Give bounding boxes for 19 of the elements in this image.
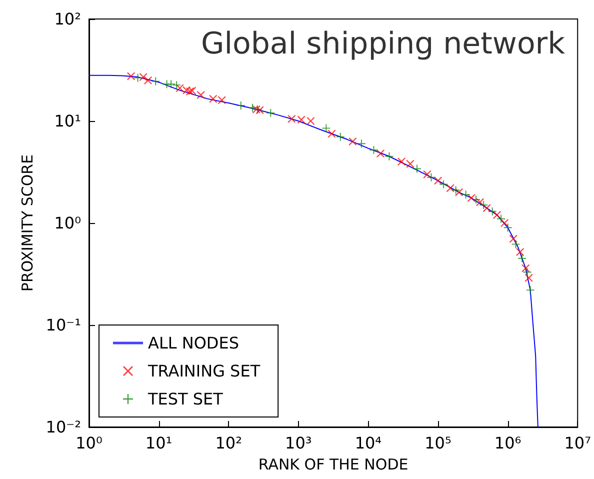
x-axis-title: RANK OF THE NODE — [258, 456, 408, 474]
legend-label: TEST SET — [147, 390, 224, 408]
x-tick-label: 10⁶ — [494, 434, 522, 452]
y-tick-label: 10⁻² — [46, 418, 81, 436]
y-tick-label: 10² — [54, 10, 81, 28]
chart-title: Global shipping network — [200, 26, 566, 62]
x-tick-label: 10² — [215, 434, 242, 452]
legend-label: TRAINING SET — [147, 362, 260, 380]
x-tick-label: 10⁵ — [424, 434, 452, 452]
x-tick-label: 10⁰ — [76, 434, 102, 452]
y-tick-label: 10⁻¹ — [46, 316, 81, 334]
x-tick-label: 10¹ — [145, 434, 172, 452]
x-tick-label: 10⁷ — [564, 434, 592, 452]
y-axis-title: PROXIMITY SCORE — [18, 154, 36, 292]
x-tick-label: 10⁴ — [354, 434, 382, 452]
legend-label: ALL NODES — [148, 334, 240, 352]
x-tick-label: 10³ — [285, 434, 312, 452]
y-tick-label: 10⁰ — [54, 214, 81, 232]
y-tick-label: 10¹ — [54, 112, 81, 130]
